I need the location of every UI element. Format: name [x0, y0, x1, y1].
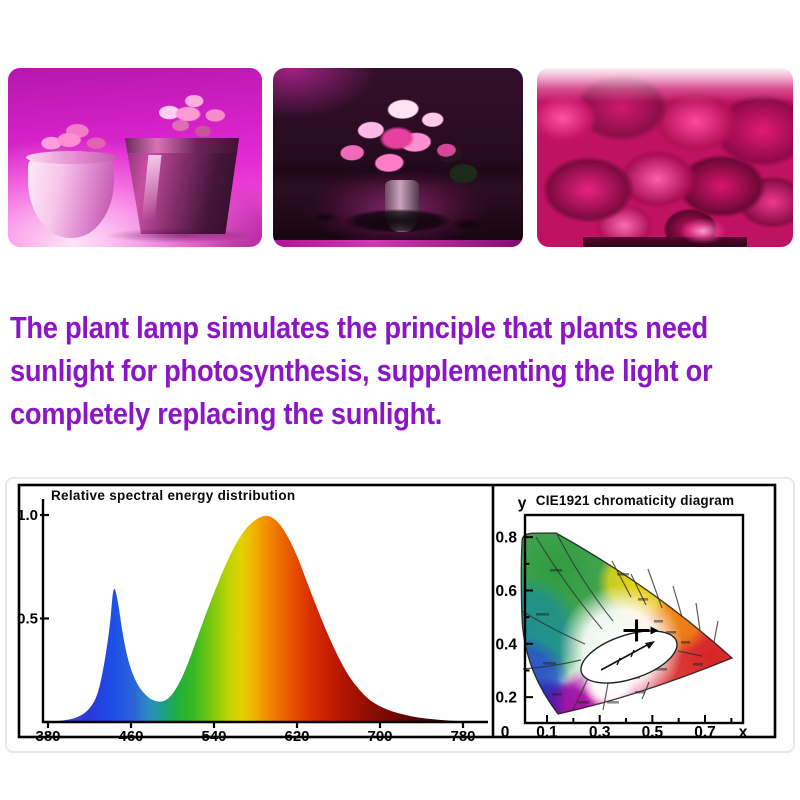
spectral-locus-outline: [520, 532, 734, 715]
locus-arrow: [600, 641, 655, 671]
grow-tray: [583, 237, 747, 247]
description-line-2: sunlight for photosynthesis, supplementi…: [10, 353, 713, 388]
charts-panel: 380 460 540 620 700 780 0.5 1.0: [5, 477, 795, 753]
tick-label: 780: [450, 728, 475, 745]
tick-label: 0.3: [589, 724, 611, 741]
tick-label: 0.2: [495, 690, 517, 707]
tick-label: x: [739, 724, 748, 741]
white-point-marker: [623, 619, 659, 642]
photo-lettuce: [537, 68, 793, 247]
photo-succulents: [8, 68, 262, 247]
right-axis-ticks: 0.1 0.3 0.5 0.7 0.2 0.4 0.6 0.8 0 x y: [495, 495, 747, 741]
chromaticity-horseshoe: [521, 533, 732, 714]
marker-arrowhead: [650, 626, 659, 635]
tick-label: 0.6: [495, 583, 517, 600]
tick-label: 0.5: [642, 724, 664, 741]
chromaticity-chart: 0.1 0.3 0.5 0.7 0.2 0.4 0.6 0.8 0 x y: [495, 495, 747, 741]
tick-label: 380: [35, 728, 60, 745]
pot-shadow: [106, 228, 254, 243]
tick-label: 620: [284, 728, 309, 745]
description-line-1: The plant lamp simulates the principle t…: [10, 310, 708, 345]
pot-glow: [680, 218, 727, 244]
right-chart-title: CIE1921 chromaticity diagram: [535, 493, 735, 508]
left-chart-title: Relative spectral energy distribution: [51, 488, 296, 503]
color-region-boundaries: [521, 533, 719, 711]
tick-label: 0.1: [536, 724, 558, 741]
description-line-3: completely replacing the sunlight.: [10, 396, 443, 431]
light-strip: [273, 240, 523, 247]
tick-label: y: [518, 495, 527, 512]
tick-label: 0.4: [495, 636, 517, 653]
chart-outer-frame: [17, 483, 777, 739]
lace-shadow: [307, 200, 489, 242]
left-axis-ticks: 380 460 540 620 700 780 0.5 1.0: [17, 507, 475, 745]
charts-figure: 380 460 540 620 700 780 0.5 1.0: [17, 483, 777, 745]
round-pot: [26, 151, 116, 238]
spectral-distribution-chart: 380 460 540 620 700 780 0.5 1.0: [17, 499, 488, 745]
right-plot-frame: [523, 513, 745, 725]
tick-label: 0.8: [495, 530, 517, 547]
spectrum-area: [48, 515, 463, 722]
tick-label: 0.7: [694, 724, 716, 741]
tick-label: 0.5: [17, 611, 38, 628]
photo-flowers: [273, 68, 523, 247]
charts-inner: 380 460 540 620 700 780 0.5 1.0: [5, 477, 795, 753]
tick-label: 460: [118, 728, 143, 745]
planckian-locus-ellipse: [580, 630, 678, 684]
tick-label: 1.0: [17, 507, 38, 524]
tick-label: 540: [201, 728, 226, 745]
tick-label: 0: [501, 724, 510, 741]
square-pot: [124, 138, 240, 234]
description-text: The plant lamp simulates the principle t…: [10, 306, 800, 435]
tick-label: 700: [367, 728, 392, 745]
